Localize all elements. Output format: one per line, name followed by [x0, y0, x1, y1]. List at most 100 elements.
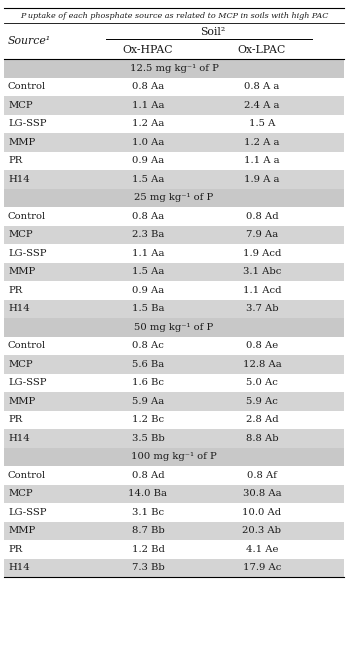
- Text: PR: PR: [8, 415, 22, 424]
- Text: 0.8 Aa: 0.8 Aa: [132, 212, 164, 221]
- Text: 2.3 Ba: 2.3 Ba: [132, 230, 164, 239]
- Text: MMP: MMP: [8, 396, 35, 406]
- Text: 10.0 Ad: 10.0 Ad: [243, 508, 282, 517]
- Text: Control: Control: [8, 471, 46, 480]
- Text: PR: PR: [8, 156, 22, 165]
- Text: 0.9 Aa: 0.9 Aa: [132, 286, 164, 294]
- Bar: [4, 151, 344, 170]
- Text: 2.8 Ad: 2.8 Ad: [246, 415, 278, 424]
- Text: 0.8 Ad: 0.8 Ad: [132, 471, 164, 480]
- Text: 4.1 Ae: 4.1 Ae: [246, 545, 278, 554]
- Text: 25 mg kg⁻¹ of P: 25 mg kg⁻¹ of P: [134, 193, 214, 202]
- Text: 0.8 Ac: 0.8 Ac: [132, 341, 164, 350]
- Text: PR: PR: [8, 545, 22, 554]
- Text: LG-SSP: LG-SSP: [8, 249, 47, 258]
- Text: 0.8 Aa: 0.8 Aa: [132, 83, 164, 91]
- Text: 8.7 Bb: 8.7 Bb: [132, 526, 164, 535]
- Bar: [4, 263, 344, 281]
- Bar: [4, 318, 344, 337]
- Bar: [4, 281, 344, 300]
- Bar: [4, 133, 344, 151]
- Text: 12.8 Aa: 12.8 Aa: [243, 359, 282, 369]
- Text: 12.5 mg kg⁻¹ of P: 12.5 mg kg⁻¹ of P: [129, 64, 219, 73]
- Text: 1.1 Acd: 1.1 Acd: [243, 286, 281, 294]
- Bar: [4, 226, 344, 244]
- Bar: [4, 59, 344, 77]
- Bar: [4, 244, 344, 263]
- Text: 3.7 Ab: 3.7 Ab: [246, 304, 278, 313]
- Bar: [4, 392, 344, 411]
- Text: 1.5 Aa: 1.5 Aa: [132, 267, 164, 276]
- Text: 1.5 Aa: 1.5 Aa: [132, 175, 164, 184]
- Text: 0.9 Aa: 0.9 Aa: [132, 156, 164, 165]
- Text: MMP: MMP: [8, 267, 35, 276]
- Text: 1.6 Bc: 1.6 Bc: [132, 378, 164, 387]
- Text: 8.8 Ab: 8.8 Ab: [246, 434, 278, 443]
- Bar: [4, 540, 344, 558]
- Text: H14: H14: [8, 564, 30, 572]
- Text: 0.8 Ae: 0.8 Ae: [246, 341, 278, 350]
- Text: 100 mg kg⁻¹ of P: 100 mg kg⁻¹ of P: [131, 452, 217, 462]
- Text: 0.8 A a: 0.8 A a: [244, 83, 280, 91]
- Text: 1.5 A: 1.5 A: [249, 119, 275, 128]
- Text: 1.9 A a: 1.9 A a: [244, 175, 280, 184]
- Bar: [4, 484, 344, 503]
- Text: 7.3 Bb: 7.3 Bb: [132, 564, 164, 572]
- Text: 3.5 Bb: 3.5 Bb: [132, 434, 164, 443]
- Text: PR: PR: [8, 286, 22, 294]
- Text: LG-SSP: LG-SSP: [8, 378, 47, 387]
- Bar: [4, 374, 344, 392]
- Text: 1.9 Acd: 1.9 Acd: [243, 249, 281, 258]
- Bar: [4, 188, 344, 207]
- Bar: [4, 207, 344, 226]
- Bar: [4, 558, 344, 577]
- Text: 5.9 Aa: 5.9 Aa: [132, 396, 164, 406]
- Text: 0.8 Af: 0.8 Af: [247, 471, 277, 480]
- Text: 30.8 Aa: 30.8 Aa: [243, 489, 281, 499]
- Text: LG-SSP: LG-SSP: [8, 508, 47, 517]
- Text: MCP: MCP: [8, 359, 33, 369]
- Text: 0.8 Ad: 0.8 Ad: [246, 212, 278, 221]
- Bar: [4, 170, 344, 188]
- Text: 1.1 A a: 1.1 A a: [244, 156, 280, 165]
- Text: H14: H14: [8, 175, 30, 184]
- Text: 1.1 Aa: 1.1 Aa: [132, 101, 164, 110]
- Text: 3.1 Bc: 3.1 Bc: [132, 508, 164, 517]
- Bar: [4, 503, 344, 521]
- Text: Soil²: Soil²: [200, 27, 226, 37]
- Bar: [4, 337, 344, 355]
- Bar: [4, 411, 344, 429]
- Text: H14: H14: [8, 434, 30, 443]
- Text: 5.6 Ba: 5.6 Ba: [132, 359, 164, 369]
- Text: 1.2 A a: 1.2 A a: [244, 138, 280, 147]
- Text: 3.1 Abc: 3.1 Abc: [243, 267, 281, 276]
- Text: 17.9 Ac: 17.9 Ac: [243, 564, 281, 572]
- Text: MMP: MMP: [8, 138, 35, 147]
- Bar: [4, 521, 344, 540]
- Text: Control: Control: [8, 341, 46, 350]
- Text: 7.9 Aa: 7.9 Aa: [246, 230, 278, 239]
- Text: 5.0 Ac: 5.0 Ac: [246, 378, 278, 387]
- Text: 1.2 Aa: 1.2 Aa: [132, 119, 164, 128]
- Text: 20.3 Ab: 20.3 Ab: [243, 526, 282, 535]
- Text: MCP: MCP: [8, 489, 33, 499]
- Bar: [4, 23, 344, 59]
- Text: 1.1 Aa: 1.1 Aa: [132, 249, 164, 258]
- Bar: [4, 355, 344, 374]
- Bar: [4, 114, 344, 133]
- Text: 50 mg kg⁻¹ of P: 50 mg kg⁻¹ of P: [134, 323, 214, 332]
- Text: Ox-LPAC: Ox-LPAC: [238, 45, 286, 55]
- Text: MMP: MMP: [8, 526, 35, 535]
- Text: LG-SSP: LG-SSP: [8, 119, 47, 128]
- Bar: [4, 466, 344, 484]
- Text: Control: Control: [8, 83, 46, 91]
- Text: H14: H14: [8, 304, 30, 313]
- Text: MCP: MCP: [8, 230, 33, 239]
- Text: MCP: MCP: [8, 101, 33, 110]
- Bar: [4, 429, 344, 447]
- Text: 2.4 A a: 2.4 A a: [244, 101, 280, 110]
- Text: 14.0 Ba: 14.0 Ba: [128, 489, 167, 499]
- Text: 1.0 Aa: 1.0 Aa: [132, 138, 164, 147]
- Text: 1.2 Bc: 1.2 Bc: [132, 415, 164, 424]
- Bar: [4, 77, 344, 96]
